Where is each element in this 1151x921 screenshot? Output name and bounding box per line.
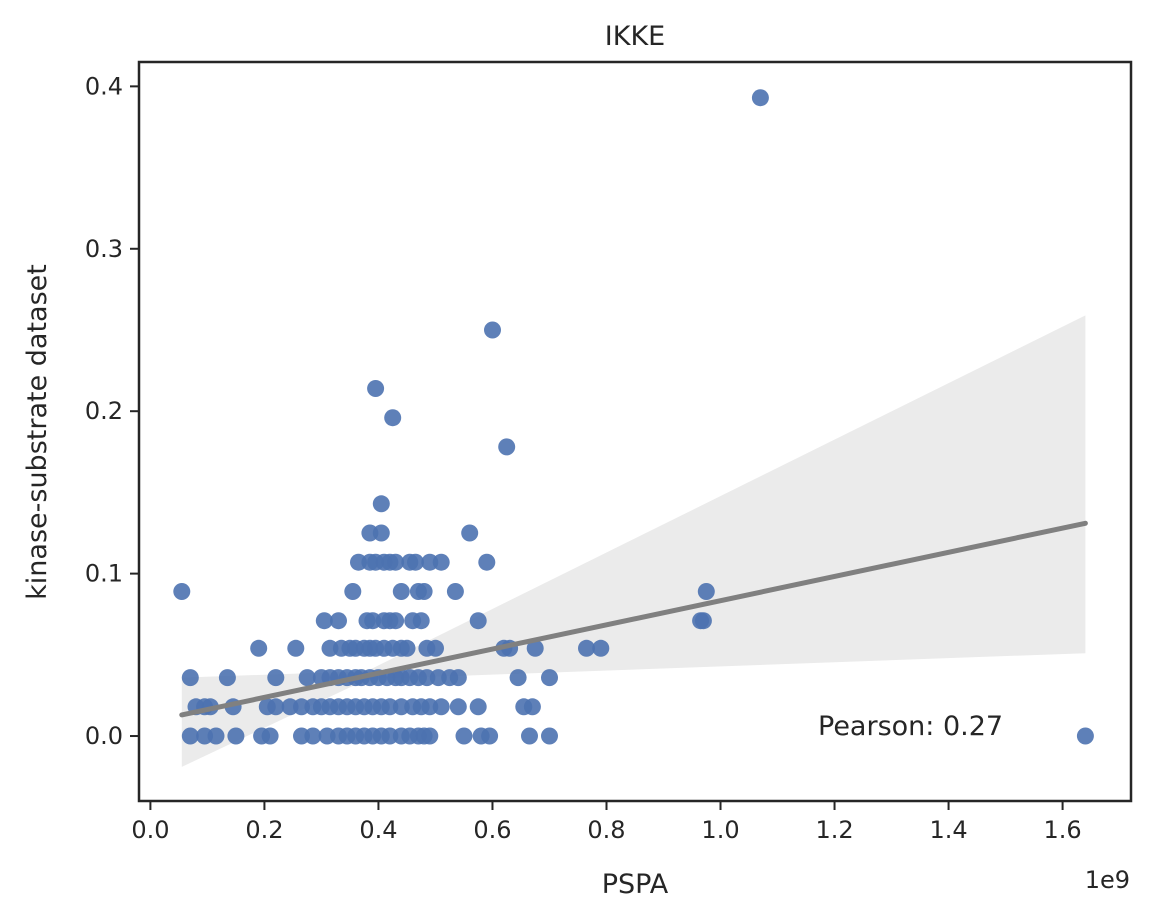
regression-line: [179, 520, 1088, 718]
data-point: [387, 612, 405, 630]
data-point: [523, 698, 541, 716]
data-point: [392, 583, 410, 600]
data-point: [578, 639, 595, 657]
data-point: [412, 612, 430, 630]
confidence-band-layer: [181, 315, 1086, 767]
x-tick-label: 1.6: [1044, 816, 1082, 844]
y-tick-label: 0.2: [85, 397, 123, 425]
plot-frame: [137, 60, 1133, 803]
x-tick-label: 1.4: [929, 816, 967, 844]
data-point: [541, 669, 558, 687]
data-point: [407, 553, 424, 571]
data-point: [287, 639, 305, 657]
data-point: [1076, 727, 1094, 745]
x-tick-label: 0.4: [359, 816, 397, 844]
data-point: [421, 727, 439, 745]
y-tick-label: 0.4: [85, 72, 123, 100]
data-point: [367, 380, 385, 397]
data-point: [541, 727, 558, 745]
y-ticks: 0.0 0.1 0.2 0.3 0.4: [85, 72, 139, 750]
data-point: [455, 727, 473, 745]
data-point: [526, 639, 544, 657]
x-axis-label: PSPA: [602, 869, 669, 900]
x-tick-label: 1.2: [815, 816, 853, 844]
chart-title: IKKE: [605, 21, 665, 52]
confidence-band: [181, 315, 1086, 767]
y-tick-label: 0.0: [85, 722, 123, 750]
data-point: [469, 612, 487, 630]
data-point: [315, 612, 333, 630]
data-point: [498, 438, 516, 456]
y-tick-label: 0.1: [85, 560, 123, 588]
data-point: [304, 727, 322, 745]
data-point: [432, 553, 450, 571]
x-tick-label: 0.0: [131, 816, 169, 844]
x-offset-label: 1e9: [1085, 866, 1130, 894]
data-point: [372, 495, 390, 513]
data-point: [267, 669, 285, 687]
data-point: [218, 669, 236, 687]
data-point: [509, 669, 527, 687]
data-point: [181, 727, 199, 745]
data-point: [384, 409, 402, 427]
x-tick-label: 0.2: [245, 816, 283, 844]
data-point: [484, 321, 501, 339]
data-point: [181, 669, 199, 687]
data-point: [478, 553, 496, 571]
data-point: [344, 583, 362, 600]
data-point: [267, 698, 285, 716]
data-point: [330, 612, 347, 630]
x-tick-label: 0.6: [473, 816, 511, 844]
data-point: [592, 639, 610, 657]
data-point: [261, 727, 279, 745]
data-point: [694, 612, 712, 630]
x-tick-label: 0.8: [587, 816, 625, 844]
x-ticks: 0.0 0.2 0.4 0.6 0.8 1.0 1.2 1.4 1.6: [131, 801, 1082, 844]
data-point: [461, 524, 479, 542]
axes-layer: [137, 60, 1133, 803]
data-point: [173, 583, 191, 600]
regression-line-layer: [179, 520, 1088, 718]
y-axis-label: kinase-substrate dataset: [22, 264, 53, 600]
data-point: [207, 727, 225, 745]
data-point: [398, 639, 416, 657]
data-point: [521, 727, 538, 745]
data-point: [387, 553, 405, 571]
data-point: [432, 698, 450, 716]
data-point: [250, 639, 268, 657]
data-point: [449, 669, 467, 687]
y-tick-label: 0.3: [85, 235, 123, 263]
x-tick-label: 1.0: [701, 816, 739, 844]
data-point: [751, 89, 769, 107]
data-point: [227, 727, 245, 745]
data-point: [372, 524, 390, 542]
data-point: [298, 669, 316, 687]
data-point: [469, 698, 487, 716]
data-point: [481, 727, 499, 745]
data-point: [449, 698, 467, 716]
data-point: [446, 583, 464, 600]
data-point: [697, 583, 715, 600]
data-point: [415, 583, 433, 600]
data-point: [427, 639, 444, 657]
pearson-annotation: Pearson: 0.27: [818, 711, 1003, 742]
